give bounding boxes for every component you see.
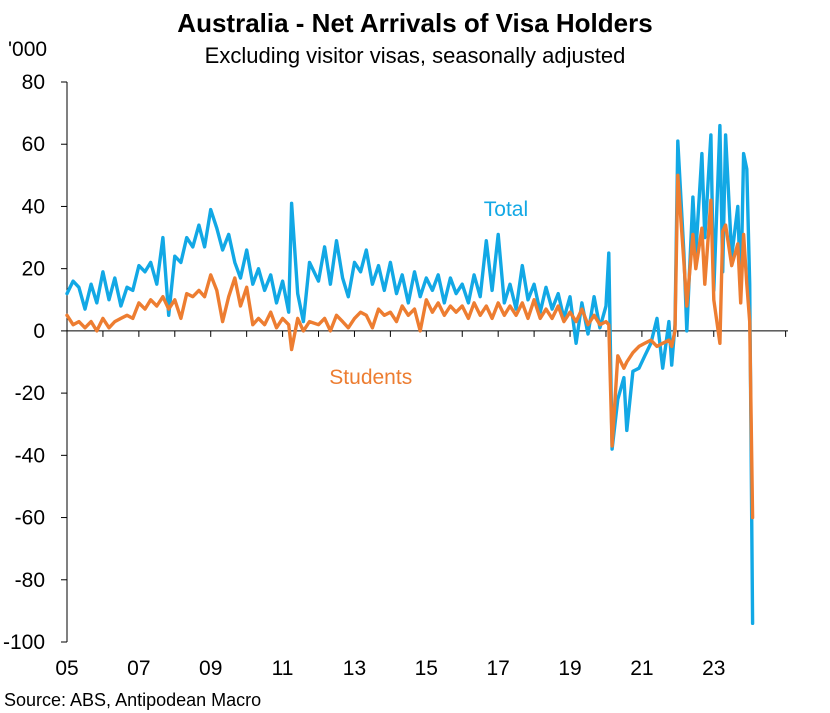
series-group <box>65 123 755 625</box>
x-tick-label: 09 <box>199 657 222 680</box>
y-tick-label: -40 <box>15 444 45 467</box>
y-tick-label: -100 <box>3 631 45 654</box>
x-tick-label: 13 <box>343 657 366 680</box>
x-tick-label: 21 <box>630 657 653 680</box>
x-tick-label: 05 <box>55 657 78 680</box>
series-label-students: Students <box>329 366 412 389</box>
x-tick-label: 19 <box>558 657 581 680</box>
y-tick-label: -20 <box>15 382 45 405</box>
series-labels: Total Students <box>329 198 528 389</box>
y-axis-unit: '000 <box>8 38 47 61</box>
x-tick-label: 23 <box>702 657 725 680</box>
x-tick-label: 17 <box>486 657 509 680</box>
y-tick-label: 0 <box>33 320 45 343</box>
y-tick-label: -80 <box>15 569 45 592</box>
y-tick-label: -60 <box>15 507 45 530</box>
y-tick-label: 40 <box>22 195 45 218</box>
axes: 80 60 40 20 0 -20 -40 -60 -80 -100 05 07 09 11 13 15 17 1… <box>3 71 788 680</box>
series-line-students <box>65 173 755 520</box>
chart-title: Australia - Net Arrivals of Visa Holders <box>177 8 652 38</box>
source-note: Source: ABS, Antipodean Macro <box>4 690 261 710</box>
series-label-total: Total <box>484 198 528 221</box>
x-tick-label: 15 <box>415 657 438 680</box>
chart-subtitle: Excluding visitor visas, seasonally adju… <box>205 43 626 68</box>
x-tick-label: 11 <box>272 657 294 680</box>
y-tick-label: 20 <box>22 258 45 281</box>
x-tick-label: 07 <box>127 657 150 680</box>
y-tick-label: 60 <box>22 133 45 156</box>
y-tick-label: 80 <box>22 71 45 94</box>
